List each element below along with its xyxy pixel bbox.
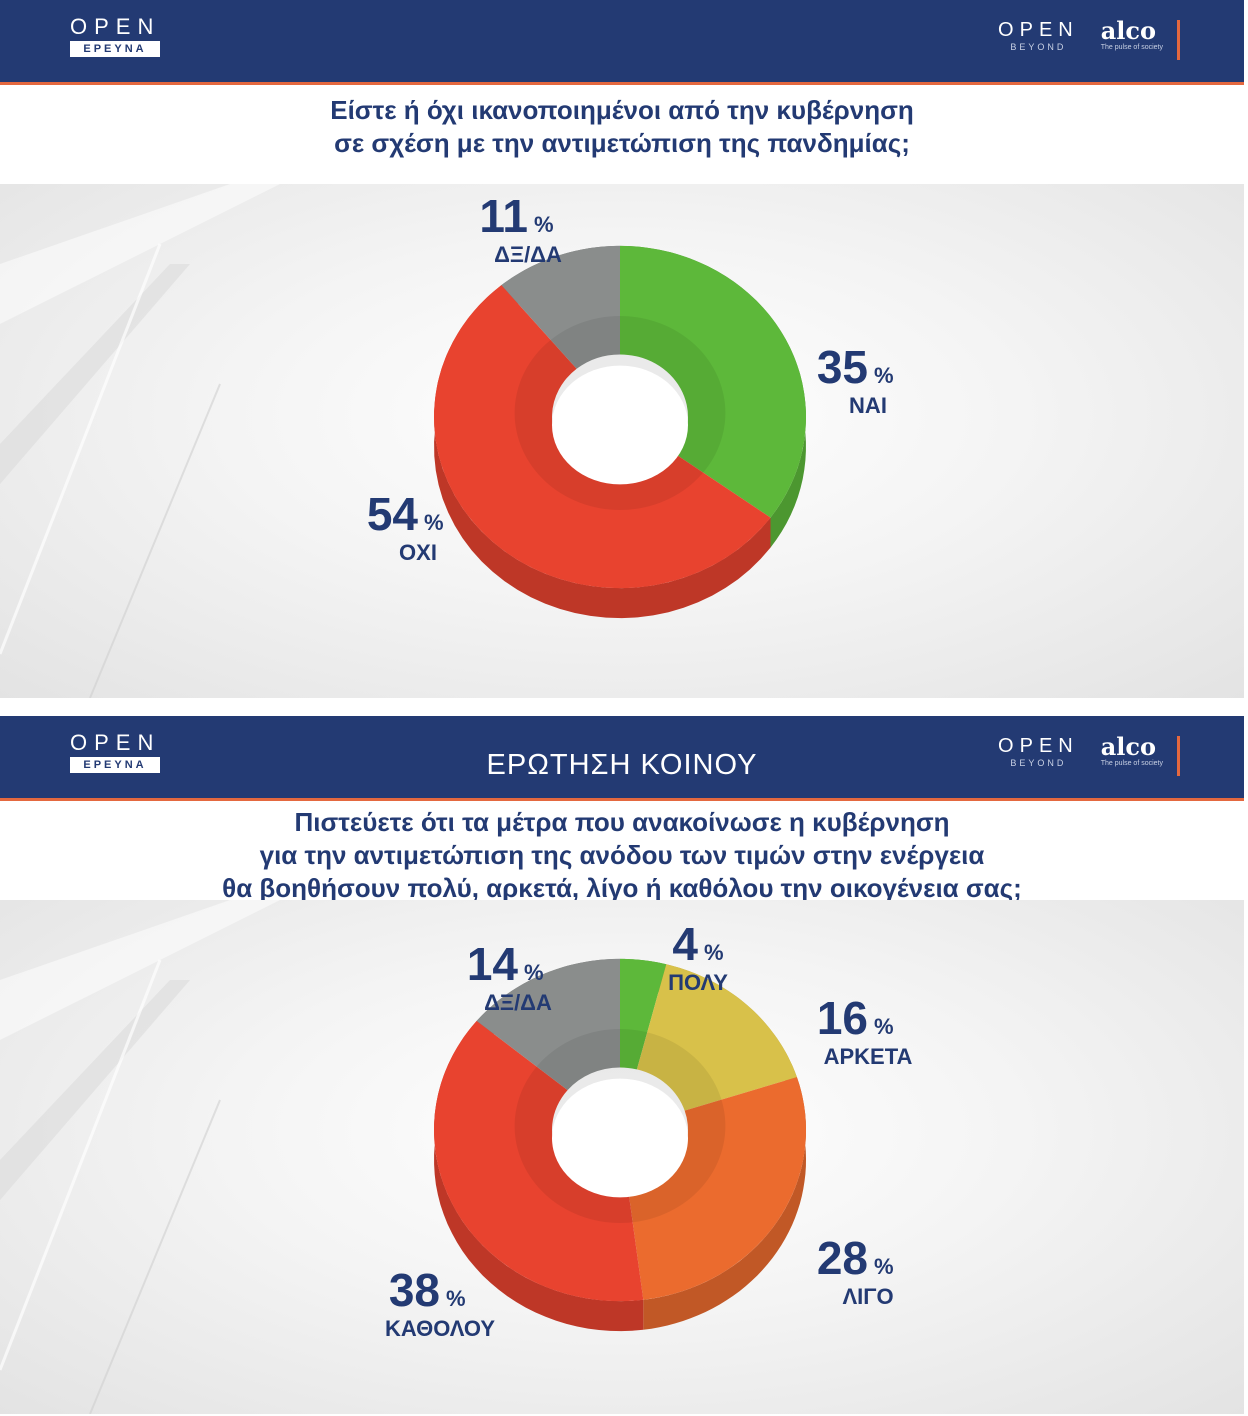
partner-logos: OPEN BEYOND alco The pulse of society	[998, 18, 1180, 70]
slice-δξ/δα	[476, 958, 620, 1091]
slice-value: 11	[479, 190, 528, 242]
slice-value: 16	[817, 992, 868, 1044]
slice-side-καθολου	[434, 1020, 644, 1332]
donut-hole	[552, 1078, 688, 1198]
slice-label-καθολου: 38 % ΚΑΘΟΛΟΥ	[385, 1264, 495, 1341]
question-line: θα βοηθήσουν πολύ, αρκετά, λίγο ή καθόλο…	[222, 873, 1022, 903]
logo-sub: BEYOND	[1010, 42, 1067, 52]
slice-value: 28	[817, 1232, 868, 1284]
poll-panel-2: OPEN ΕΡΕΥΝΑ ΕΡΩΤΗΣΗ ΚΟΙΝΟΥ OPEN BEYOND a…	[0, 716, 1244, 1414]
partner-logos: OPEN BEYOND alco The pulse of society	[998, 734, 1180, 786]
slice-πολυ	[620, 958, 667, 1070]
slice-value: 54	[367, 488, 419, 540]
header-bar: OPEN ΕΡΕΥΝΑ ΕΡΩΤΗΣΗ ΚΟΙΝΟΥ OPEN BEYOND a…	[0, 716, 1244, 801]
percent-sign: %	[874, 1014, 894, 1039]
percent-sign: %	[704, 940, 724, 965]
percent-sign: %	[534, 212, 554, 237]
slice-category: ΛΙΓΟ	[842, 1284, 893, 1309]
logo-sub: ΕΡΕΥΝΑ	[70, 757, 160, 773]
slice-value: 4	[672, 918, 698, 970]
slice-category: ΚΑΘΟΛΟΥ	[385, 1316, 495, 1341]
slice-label-λιγο: 28 % ΛΙΓΟ	[817, 1232, 894, 1309]
slice-category: ΔΞ/ΔΑ	[484, 990, 552, 1015]
poll-panel-1: OPEN ΕΡΕΥΝΑ OPEN BEYOND alco The pulse o…	[0, 0, 1244, 698]
slice-label-αρκετα: 16 % ΑΡΚΕΤΑ	[817, 992, 913, 1069]
donut-hole	[552, 365, 688, 485]
percent-sign: %	[524, 960, 544, 985]
chart-area: 35% ΝΑΙ 54% ΟΧΙ 11% ΔΞ/ΔΑ	[0, 184, 1244, 698]
question-line: σε σχέση με την αντιμετώπιση της πανδημί…	[334, 128, 910, 158]
question-line: για την αντιμετώπιση της ανόδου των τιμώ…	[259, 840, 985, 870]
slice-value: 38	[389, 1264, 440, 1316]
slice-label-οχι: 54 % ΟΧΙ	[367, 488, 444, 565]
alco-logo: alco The pulse of society	[1100, 16, 1163, 52]
logo-word: OPEN	[998, 19, 1079, 41]
slice-value: 14	[467, 938, 519, 990]
logo-word: OPEN	[998, 735, 1079, 757]
logo-sub: ΕΡΕΥΝΑ	[70, 41, 160, 57]
donut-chart: 35 % ΝΑΙ 54 % ΟΧΙ 11 % ΔΞ/ΔΑ	[367, 190, 894, 619]
open-beyond-logo: OPEN BEYOND	[998, 18, 1079, 52]
brand-tagline: The pulse of society	[1100, 44, 1163, 51]
slice-οχι	[433, 285, 771, 589]
question-line: Πιστεύετε ότι τα μέτρα που ανακοίνωσε η …	[294, 807, 950, 837]
logo-word: OPEN	[70, 730, 161, 755]
brand-word: alco	[1100, 732, 1157, 761]
question-line: Είστε ή όχι ικανοποιημένοι από την κυβέρ…	[330, 95, 914, 125]
percent-sign: %	[874, 1254, 894, 1279]
slice-ναι	[620, 245, 806, 518]
slice-category: ΔΞ/ΔΑ	[494, 242, 562, 267]
slice-value: 35	[817, 341, 868, 393]
donut-chart: 4 % ΠΟΛΥ 16 % ΑΡΚΕΤΑ 28 % ΛΙΓΟ 38 % ΚΑΘΟΛΟΥ 14 % ΔΞ/ΔΑ	[385, 918, 913, 1341]
header-title: ΕΡΩΤΗΣΗ ΚΟΙΝΟΥ	[486, 749, 758, 781]
percent-sign: %	[424, 510, 444, 535]
chart-area: 4% ΠΟΛΥ 16% ΑΡΚΕΤΑ 28% ΛΙΓΟ 38% ΚΑΘΟΛΟΥ 14% ΔΞ/ΔΑ	[0, 900, 1244, 1414]
header-bar: OPEN ΕΡΕΥΝΑ OPEN BEYOND alco The pulse o…	[0, 0, 1244, 85]
logo-sub: BEYOND	[1010, 758, 1067, 768]
open-ereuna-logo: OPEN ΕΡΕΥΝΑ	[70, 16, 160, 57]
slice-label-δξ/δα: 11 % ΔΞ/ΔΑ	[479, 190, 562, 267]
open-beyond-logo: OPEN BEYOND	[998, 734, 1079, 768]
percent-sign: %	[446, 1286, 466, 1311]
slice-label-δξ/δα: 14 % ΔΞ/ΔΑ	[467, 938, 552, 1015]
slice-category: ΝΑΙ	[849, 393, 887, 418]
slice-λιγο	[628, 1077, 806, 1300]
brand-divider	[1177, 20, 1180, 60]
background-decoration	[0, 900, 280, 1414]
slice-label-πολυ: 4 % ΠΟΛΥ	[668, 918, 728, 995]
slice-δξ/δα	[501, 245, 620, 369]
alco-logo: alco The pulse of society	[1100, 732, 1163, 768]
background-decoration	[0, 184, 280, 698]
brand-divider	[1177, 736, 1180, 776]
slice-category: ΠΟΛΥ	[668, 970, 728, 995]
slice-category: ΑΡΚΕΤΑ	[824, 1044, 913, 1069]
slice-category: ΟΧΙ	[399, 540, 437, 565]
brand-tagline: The pulse of society	[1100, 760, 1163, 767]
logo-word: OPEN	[70, 14, 161, 39]
slice-label-ναι: 35 % ΝΑΙ	[817, 341, 894, 418]
slice-καθολου	[434, 1020, 644, 1302]
slice-side-λιγο	[643, 1077, 806, 1330]
question-title: Πιστεύετε ότι τα μέτρα που ανακοίνωσε η …	[0, 806, 1244, 905]
slice-αρκετα	[636, 964, 797, 1111]
open-ereuna-logo: OPEN ΕΡΕΥΝΑ	[70, 732, 160, 773]
brand-word: alco	[1100, 16, 1157, 45]
question-title: Είστε ή όχι ικανοποιημένοι από την κυβέρ…	[0, 94, 1244, 160]
percent-sign: %	[874, 363, 894, 388]
